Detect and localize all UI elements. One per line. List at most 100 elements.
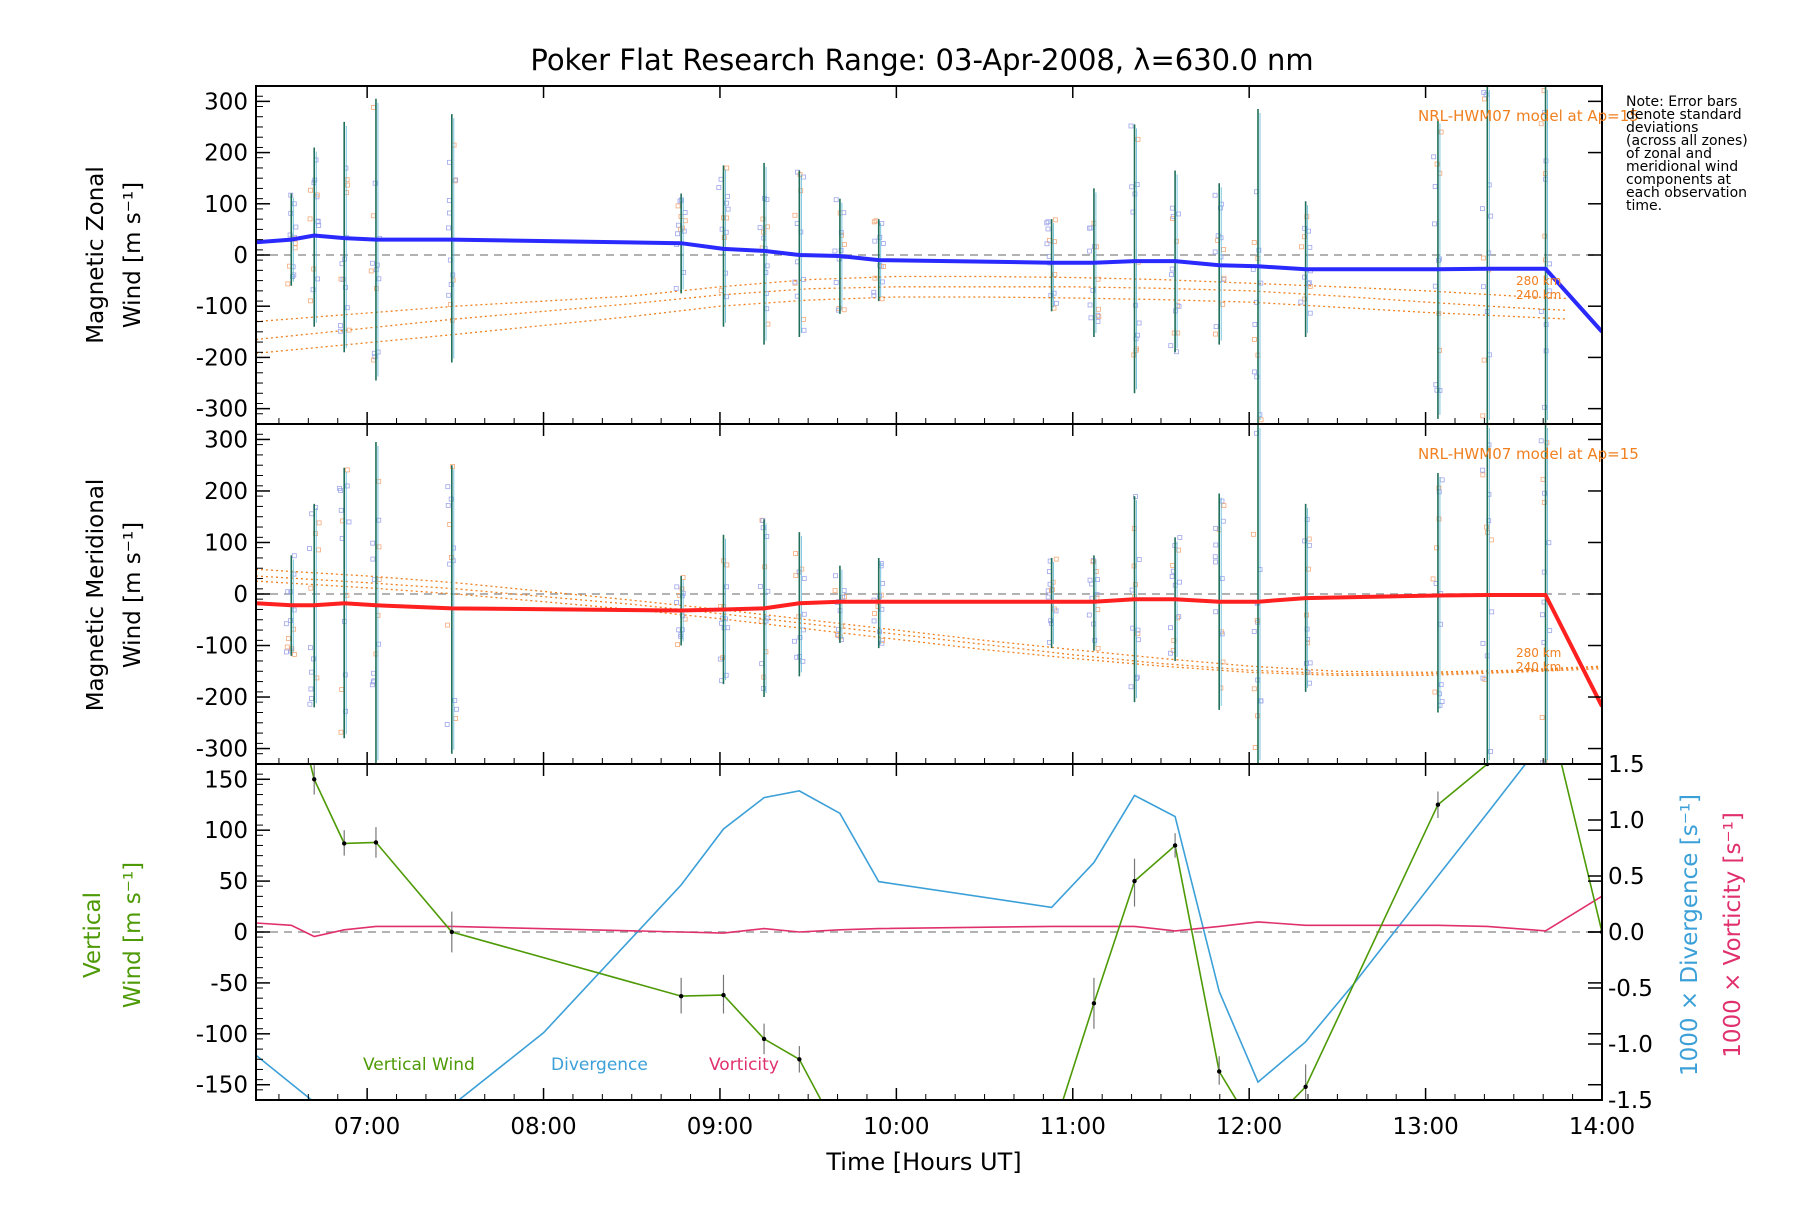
zonal-zone-sample [1547,261,1553,267]
meridional-plot-area [256,424,1602,764]
meridional-zone-sample [291,607,297,613]
zonal-zone-sample [1212,249,1218,255]
vertical-ytick-label: 150 [204,767,248,793]
meridional-zone-sample [878,563,884,569]
meridional-zone-sample [872,611,877,616]
meridional-zone-sample [1538,438,1544,444]
note-line: components at [1626,172,1732,188]
zonal-zone-sample [1298,299,1304,305]
zonal-ytick-label: -200 [196,345,248,371]
zonal-ytick-label: 0 [233,243,248,269]
zonal-zone-sample [370,260,375,266]
meridional-zone-sample [342,672,348,678]
zonal-zone-sample [1252,322,1258,327]
zonal-zone-sample [346,327,352,333]
meridional-zone-sample [1430,576,1436,582]
zonal-zone-sample [1252,337,1257,342]
zonal-zone-sample [340,277,346,282]
zonal-model-line [256,286,1567,341]
zonal-zone-sample [1302,225,1308,231]
meridional-zone-sample [757,583,763,589]
legend-vertical-wind: Vertical Wind [363,1055,475,1075]
zonal-zone-sample [1436,311,1442,316]
zonal-zone-sample [833,280,839,285]
zonal-zone-sample [339,261,345,267]
meridional-zone-sample [758,619,764,625]
meridional-zone-sample [1168,625,1173,631]
chart-title: Poker Flat Research Range: 03-Apr-2008, … [530,43,1313,77]
meridional-zone-sample [307,546,312,551]
meridional-zone-sample [1136,637,1141,643]
zonal-zone-sample [308,187,314,193]
meridional-ytick-label: 0 [233,582,248,608]
zonal-zone-sample [725,206,731,212]
meridional-ytick-label: -100 [196,634,248,660]
zonal-zone-sample [724,215,730,221]
meridional-zone-sample [285,589,291,595]
zonal-zone-sample [1087,302,1093,308]
zonal-zone-sample [1481,357,1487,363]
zonal-zone-sample [760,216,766,222]
zonal-zone-sample [344,305,350,311]
meridional-zone-sample [308,686,314,692]
zonal-zone-sample [446,225,451,231]
meridional-model-line [256,575,1602,675]
meridional-zone-sample [1258,698,1264,704]
meridional-zone-sample [376,517,382,523]
divergence-ylabel: 1000 × Divergence [s⁻¹] [1677,794,1703,1076]
zonal-zone-sample [1133,302,1138,308]
zonal-zone-sample [842,242,847,247]
note-line: Note: Error bars [1626,94,1738,110]
meridional-zone-sample [445,503,451,508]
meridional-zone-sample [1168,650,1173,656]
meridional-zone-sample [1213,542,1219,548]
meridional-zone-sample [1251,629,1257,634]
legend-vorticity: Vorticity [709,1055,779,1075]
zonal-zone-sample [1541,110,1547,115]
zonal-alt-label-240: 240 km [1516,288,1561,302]
meridional-ytick-label: 100 [204,530,248,556]
zonal-zone-sample [1135,332,1141,338]
zonal-zone-sample [1052,217,1058,223]
zonal-zone-sample [872,238,878,244]
meridional-zone-sample [679,627,685,633]
vertical-wind-point [373,840,379,845]
vertical-wind-point [797,1057,802,1062]
vorticity-line [256,895,1602,938]
meridional-model-line [256,568,1602,673]
meridional-zone-sample [1251,531,1256,537]
zonal-zone-sample [1135,136,1141,142]
meridional-zone-sample [1175,615,1180,621]
zonal-zone-sample [792,212,798,218]
zonal-zone-sample [881,264,886,269]
meridional-zone-sample [291,571,297,577]
zonal-zone-sample [1169,272,1175,278]
meridional-zone-sample [1480,467,1486,473]
x-tick-label: 10:00 [863,1114,929,1140]
zonal-zone-sample [718,176,724,182]
legend-divergence: Divergence [551,1055,648,1075]
meridional-zone-sample [1547,628,1553,633]
meridional-zone-sample [833,573,838,579]
zonal-zone-sample [372,180,378,186]
zonal-ytick-label: 200 [204,141,248,167]
meridional-zone-sample [284,644,290,650]
zonal-zone-sample [872,275,878,281]
zonal-zone-sample [1044,241,1050,247]
zonal-zone-sample [338,323,343,328]
zonal-zone-sample [1438,129,1444,135]
meridional-zone-sample [371,670,376,676]
meridional-zone-sample [1438,621,1444,627]
meridional-zone-sample [1045,594,1051,600]
zonal-zone-sample [765,321,771,327]
zonal-zone-sample [1128,123,1134,129]
meridional-zone-sample [370,540,376,546]
zonal-zone-sample [682,210,688,215]
meridional-zone-sample [1135,627,1141,633]
zonal-zone-sample [1044,220,1050,226]
vertical-plot-area [256,764,1602,1100]
zonal-zone-sample [1045,219,1051,225]
x-tick-label: 14:00 [1569,1114,1635,1140]
zonal-zone-sample [1307,310,1313,316]
meridional-ylabel-line1: Magnetic Meridional [83,479,109,712]
